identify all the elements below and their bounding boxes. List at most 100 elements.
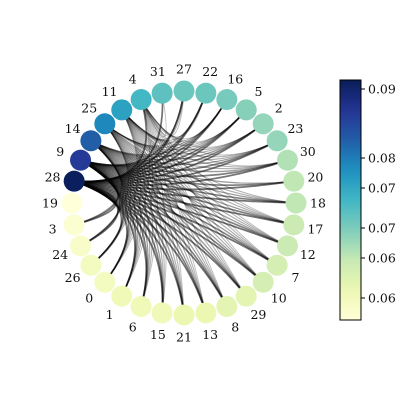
edge-4-1 [121,99,154,297]
edge-11-29 [121,109,247,297]
colorbar-tick-label: 0.07 [368,181,396,196]
node-30 [276,149,298,171]
edge-25-24 [80,123,129,247]
edge-14-16 [90,99,228,156]
edge-4-15 [140,99,167,313]
node-16 [216,89,238,111]
node-label-27: 27 [176,62,192,77]
edge-11-6 [121,109,154,307]
edge-25-17 [104,123,294,226]
edge-25-0 [104,123,136,283]
node-23 [266,130,288,152]
edge-4-5 [140,99,247,143]
edge-4-8 [140,99,228,307]
node-label-13: 13 [202,327,218,342]
edge-25-7 [104,123,278,266]
edge-11-18 [121,109,297,204]
edge-14-1 [90,140,139,297]
node-label-5: 5 [254,84,262,99]
edge-14-3 [73,140,123,226]
edge-14-0 [90,140,132,283]
node-27 [173,80,195,102]
node-17 [283,214,305,236]
edge-4-2 [140,99,264,148]
node-14 [80,130,102,152]
node-11 [111,99,133,121]
node-label-14: 14 [65,121,81,136]
edge-11-8 [121,109,228,307]
node-label-18: 18 [310,196,326,211]
edge-4-10 [140,99,264,283]
node-layer [61,80,307,326]
edge-25-2 [104,123,264,155]
node-label-0: 0 [85,290,93,305]
edge-4-7 [140,99,278,266]
node-19 [61,192,83,214]
node-25 [94,113,116,135]
edge-14-2 [90,123,264,161]
edge-4-6 [140,99,158,307]
node-label-1: 1 [106,307,114,322]
node-label-11: 11 [102,84,118,99]
edge-11-21 [121,109,185,316]
edge-25-26 [90,123,132,266]
edge-25-12 [104,123,288,247]
edge-11-0 [104,109,142,283]
edge-11-13 [121,109,207,313]
colorbar-tick-label: 0.06 [368,251,396,266]
edge-25-5 [104,109,247,151]
node-label-8: 8 [231,319,239,334]
edge-14-13 [90,140,207,314]
node-label-29: 29 [250,307,266,322]
edge-25-10 [104,123,264,283]
edge-11-7 [121,109,278,266]
edge-14-7 [90,140,278,266]
colorbar-tick-label: 0.08 [368,151,396,166]
node-12 [276,235,298,257]
edge-9-10 [80,159,264,283]
edge-4-27 [140,90,185,137]
node-label-3: 3 [49,222,57,237]
edge-11-10 [121,109,264,283]
node-label-15: 15 [150,327,166,342]
edge-11-12 [121,109,288,247]
node-13 [195,302,217,324]
node-label-25: 25 [81,101,97,116]
edge-4-23 [140,99,278,156]
node-8 [216,295,238,317]
node-5 [235,99,257,121]
edge-11-27 [121,90,185,141]
node-18 [285,192,307,214]
colorbar-tick-label: 0.07 [368,221,396,236]
node-15 [151,302,173,324]
edge-4-30 [140,99,288,167]
edge-14-24 [80,140,124,247]
edge-25-16 [104,99,228,148]
edge-11-16 [121,99,228,143]
edge-25-18 [104,123,297,204]
edge-9-12 [80,159,288,247]
node-4 [130,89,152,111]
node-label-22: 22 [202,64,218,79]
node-label-24: 24 [52,247,68,262]
node-0 [94,271,116,293]
edge-14-21 [90,140,185,316]
edge-14-8 [90,140,228,307]
edge-25-1 [104,123,142,297]
edge-4-0 [104,99,151,283]
edge-11-15 [121,109,165,313]
edge-9-3 [73,159,119,226]
edge-14-26 [90,140,127,266]
node-label-6: 6 [129,319,137,334]
edge-14-5 [90,109,247,158]
edge-25-15 [104,123,164,313]
edge-layer [73,90,297,316]
edge-25-29 [104,123,247,297]
node-10 [252,271,274,293]
node-label-9: 9 [56,144,64,159]
edge-14-15 [90,140,164,313]
node-label-16: 16 [227,72,243,87]
node-label-12: 12 [300,247,316,262]
